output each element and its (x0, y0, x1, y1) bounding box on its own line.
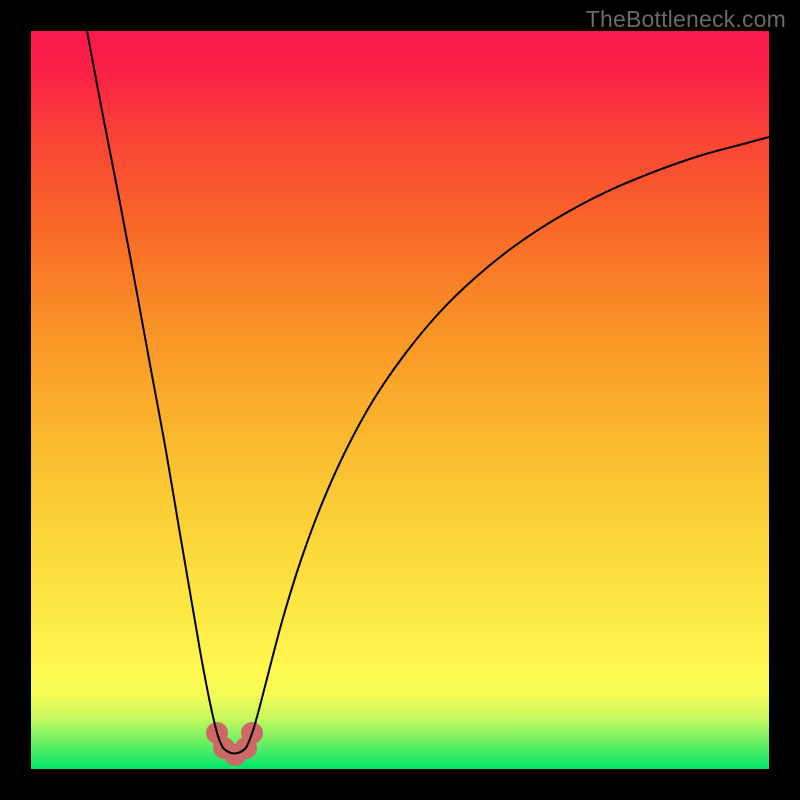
chart-canvas: TheBottleneck.com (0, 0, 800, 800)
plot-area (31, 31, 769, 769)
plot-svg (31, 31, 769, 769)
watermark-text: TheBottleneck.com (586, 6, 786, 33)
bottleneck-curve (87, 31, 769, 754)
